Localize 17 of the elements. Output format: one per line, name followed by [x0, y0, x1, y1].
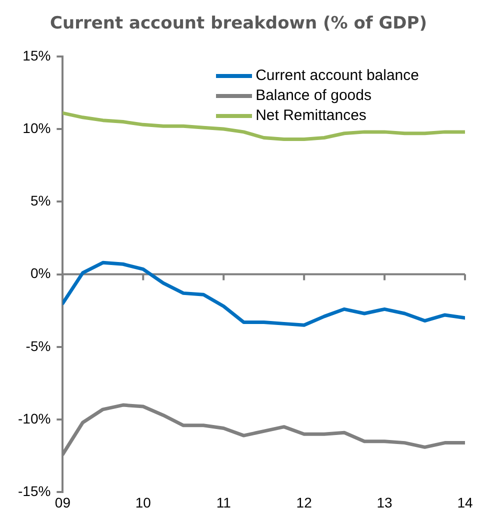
x-tick-label: 10 — [135, 494, 152, 510]
x-tick-label: 09 — [54, 494, 71, 510]
legend-label: Current account balance — [256, 66, 419, 86]
x-tick-label: 12 — [296, 494, 312, 510]
y-tick-label: -5% — [26, 338, 51, 354]
y-tick-label: -10% — [18, 410, 51, 426]
y-tick-label: 10% — [22, 120, 51, 136]
legend-label: Net Remittances — [256, 106, 366, 126]
y-tick-label: -15% — [18, 483, 51, 500]
x-tick-label: 13 — [376, 494, 393, 510]
y-tick-label: 5% — [30, 192, 51, 209]
x-tick-label: 11 — [216, 494, 232, 510]
legend-label: Balance of goods — [256, 86, 372, 106]
y-tick-label: 15% — [22, 47, 51, 64]
x-tick-label: 14 — [457, 494, 473, 510]
y-tick-label: 0% — [30, 265, 51, 282]
chart-title: Current account breakdown (% of GDP) — [50, 14, 428, 34]
